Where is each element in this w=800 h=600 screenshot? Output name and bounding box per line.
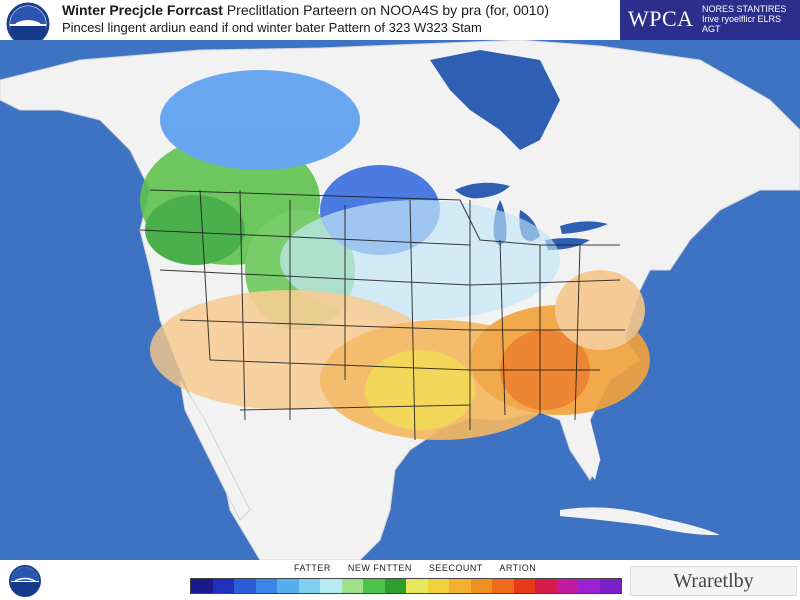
- florida: [560, 412, 600, 480]
- wpca-badge-text: NORES STANTIRES Irive ryoelflicr ELRS AG…: [702, 4, 787, 34]
- legend-swatch: [363, 579, 385, 593]
- legend-swatch: [513, 579, 535, 593]
- noaa-logo-icon: [6, 2, 50, 46]
- precipitation-map: [0, 40, 800, 560]
- page-title: Winter Precjcle Forrcast Preclitlation P…: [62, 2, 549, 18]
- legend-swatch: [384, 579, 406, 593]
- legend-swatch: [212, 579, 234, 593]
- footer: FATTER NEW FNTTEN SEECOUNT ARTION Wraret…: [0, 560, 800, 600]
- legend-swatch: [535, 579, 557, 593]
- legend-swatch: [277, 579, 299, 593]
- legend-swatch: [320, 579, 342, 593]
- header: Winter Precjcle Forrcast Preclitlation P…: [0, 0, 800, 46]
- legend-color-bar: [190, 578, 622, 594]
- title-bold: Winter Precjcle Forrcast: [62, 2, 223, 18]
- legend-swatch: [298, 579, 320, 593]
- baja-peninsula: [179, 379, 251, 521]
- legend-swatch: [556, 579, 578, 593]
- legend-swatch: [599, 579, 621, 593]
- legend-swatch: [341, 579, 363, 593]
- legend-labels: FATTER NEW FNTTEN SEECOUNT ARTION: [294, 563, 550, 573]
- wpca-badge-title: WPCA: [628, 6, 694, 31]
- page-subtitle: Pincesl lingent ardiun eand if ond winte…: [62, 20, 482, 35]
- brand-box: Wraretlby: [630, 566, 797, 596]
- hudson-bay: [430, 50, 560, 150]
- legend-swatch: [234, 579, 256, 593]
- state-borders: [139, 189, 625, 441]
- legend-swatch: [492, 579, 514, 593]
- legend-swatch: [406, 579, 428, 593]
- wpca-badge: WPCA NORES STANTIRES Irive ryoelflicr EL…: [620, 0, 800, 40]
- title-rest: Preclitlation Parteern on NOOA4S by pra …: [226, 2, 550, 18]
- legend-swatch: [470, 579, 492, 593]
- legend-swatch: [427, 579, 449, 593]
- cuba: [560, 507, 720, 536]
- legend-swatch: [578, 579, 600, 593]
- legend-label: ARTION: [499, 563, 537, 573]
- great-lakes: [455, 182, 608, 250]
- legend-swatch: [449, 579, 471, 593]
- legend-swatch: [191, 579, 213, 593]
- legend-swatch: [255, 579, 277, 593]
- legend-label: SEECOUNT: [428, 563, 483, 573]
- legend-label: FATTER: [294, 563, 331, 573]
- legend-label: NEW FNTTEN: [347, 563, 412, 573]
- noaa-logo-small-icon: [9, 565, 41, 597]
